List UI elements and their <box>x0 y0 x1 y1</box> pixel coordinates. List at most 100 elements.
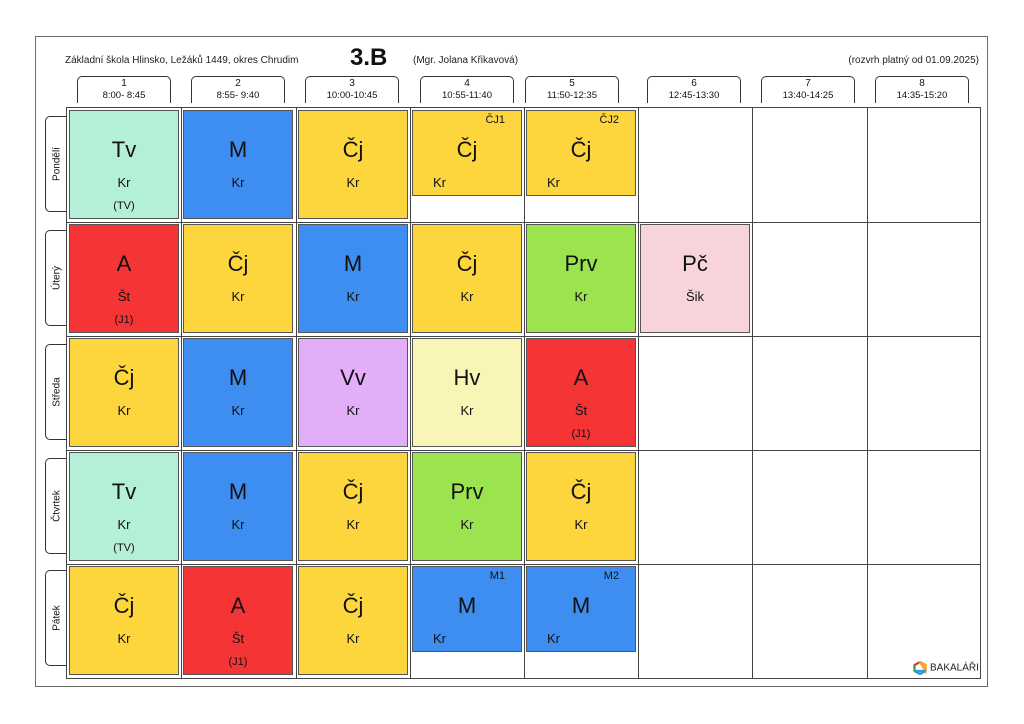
lesson-teacher: Kr <box>231 403 245 418</box>
lesson-room: (TV) <box>113 200 135 212</box>
lesson-teacher: Kr <box>117 403 131 418</box>
lesson-cell[interactable]: Čj Kr <box>412 224 522 333</box>
lesson-cell[interactable]: Čj Kr <box>69 338 179 447</box>
lesson-subject: Hv <box>453 365 481 390</box>
lesson-cell[interactable]: Pč Šik <box>640 224 750 333</box>
lesson-cell[interactable]: Hv Kr <box>412 338 522 447</box>
lesson-teacher: Št <box>117 289 131 304</box>
period-time: 12:45-13:30 <box>668 90 720 101</box>
lesson-subject: Pč <box>682 251 708 276</box>
lesson-cell[interactable]: M Kr <box>183 338 293 447</box>
lesson-cell[interactable]: Prv Kr <box>412 452 522 561</box>
lesson-teacher: Št <box>231 631 245 646</box>
grid-column-divider <box>410 108 411 678</box>
period-time: 11:50-12:35 <box>546 90 597 101</box>
lesson-cell[interactable]: Čj Kr <box>183 224 293 333</box>
lesson-teacher: Kr <box>231 175 245 190</box>
lesson-cell[interactable]: A Št (J1) <box>69 224 179 333</box>
period-header: 7 13:40-14:25 <box>761 76 855 103</box>
lesson-subject: M <box>457 593 477 618</box>
period-header: 6 12:45-13:30 <box>647 76 741 103</box>
period-number: 2 <box>235 78 241 89</box>
lesson-cell[interactable]: Vv Kr <box>298 338 408 447</box>
lesson-cell[interactable]: M Kr <box>298 224 408 333</box>
lesson-teacher: Kr <box>547 631 560 646</box>
timetable-frame <box>35 36 988 687</box>
period-time: 14:35-15:20 <box>896 90 948 101</box>
grid-column-divider <box>638 108 639 678</box>
lesson-teacher: Št <box>574 403 588 418</box>
lesson-subject: Čj <box>113 593 135 618</box>
lesson-cell[interactable]: A Št (J1) <box>526 338 636 447</box>
lesson-subject: M <box>228 479 248 504</box>
lesson-teacher: Kr <box>346 175 360 190</box>
lesson-cell[interactable]: ČJ2 Čj Kr <box>526 110 636 196</box>
lesson-teacher: Kr <box>346 517 360 532</box>
lesson-cell[interactable]: M1 M Kr <box>412 566 522 652</box>
lesson-teacher: Kr <box>231 517 245 532</box>
lesson-subject: Čj <box>570 479 592 504</box>
lesson-cell[interactable]: M Kr <box>183 110 293 219</box>
period-number: 8 <box>919 78 925 89</box>
period-header: 3 10:00-10:45 <box>305 76 399 103</box>
lesson-cell[interactable]: Čj Kr <box>526 452 636 561</box>
lesson-cell[interactable]: Čj Kr <box>69 566 179 675</box>
lesson-teacher: Šik <box>685 289 705 304</box>
lesson-subject: M <box>343 251 363 276</box>
lesson-teacher: Kr <box>231 289 245 304</box>
lesson-subject: Čj <box>456 137 478 162</box>
grid-column-divider <box>524 108 525 678</box>
lesson-teacher: Kr <box>117 175 131 190</box>
lesson-subject: Prv <box>564 251 598 276</box>
lesson-subject: M <box>571 593 591 618</box>
period-number: 4 <box>464 78 470 89</box>
period-number: 7 <box>805 78 811 89</box>
validity-note: (rozvrh platný od 01.09.2025) <box>848 55 979 66</box>
lesson-teacher: Kr <box>346 403 360 418</box>
lesson-teacher: Kr <box>346 631 360 646</box>
lesson-cell[interactable]: Čj Kr <box>298 110 408 219</box>
lesson-subject: M <box>228 365 248 390</box>
lesson-room: (TV) <box>113 542 135 554</box>
lesson-cell[interactable]: Čj Kr <box>298 566 408 675</box>
lesson-subject: Čj <box>342 137 364 162</box>
day-label-tab: Čtvrtek <box>45 458 67 554</box>
lesson-subject: Vv <box>340 365 366 390</box>
lesson-cell[interactable]: Čj Kr <box>298 452 408 561</box>
lesson-teacher: Kr <box>346 289 360 304</box>
lesson-subject: Tv <box>111 479 137 504</box>
lesson-subject: Čj <box>570 137 592 162</box>
period-header: 2 8:55- 9:40 <box>191 76 285 103</box>
lesson-group: ČJ1 <box>485 114 505 126</box>
day-label: Úterý <box>51 266 62 290</box>
lesson-subject: Tv <box>111 137 137 162</box>
lesson-subject: A <box>573 365 589 390</box>
lesson-cell[interactable]: M2 M Kr <box>526 566 636 652</box>
period-time: 10:55-11:40 <box>441 90 492 101</box>
lesson-cell[interactable]: ČJ1 Čj Kr <box>412 110 522 196</box>
lesson-subject: Čj <box>227 251 249 276</box>
lesson-teacher: Kr <box>574 289 588 304</box>
period-number: 1 <box>121 78 127 89</box>
bakalari-logo-icon <box>913 659 927 676</box>
lesson-cell[interactable]: Prv Kr <box>526 224 636 333</box>
grid-column-divider <box>867 108 868 678</box>
period-header: 4 10:55-11:40 <box>420 76 514 103</box>
period-time: 8:55- 9:40 <box>216 90 260 101</box>
lesson-cell[interactable]: M Kr <box>183 452 293 561</box>
class-teacher: (Mgr. Jolana Křikavová) <box>413 55 519 66</box>
lesson-teacher: Kr <box>117 517 131 532</box>
lesson-cell[interactable]: Tv Kr (TV) <box>69 452 179 561</box>
brand-label: BAKALÁŘI <box>930 662 979 674</box>
grid-row-divider <box>67 336 980 337</box>
period-time: 10:00-10:45 <box>326 90 378 101</box>
grid-column-divider <box>296 108 297 678</box>
lesson-subject: Čj <box>456 251 478 276</box>
class-name: 3.B <box>350 44 388 71</box>
lesson-cell[interactable]: A Št (J1) <box>183 566 293 675</box>
lesson-room: (J1) <box>114 314 134 326</box>
lesson-group: M1 <box>489 570 505 582</box>
day-label: Středa <box>51 377 62 407</box>
lesson-cell[interactable]: Tv Kr (TV) <box>69 110 179 219</box>
lesson-teacher: Kr <box>460 517 474 532</box>
